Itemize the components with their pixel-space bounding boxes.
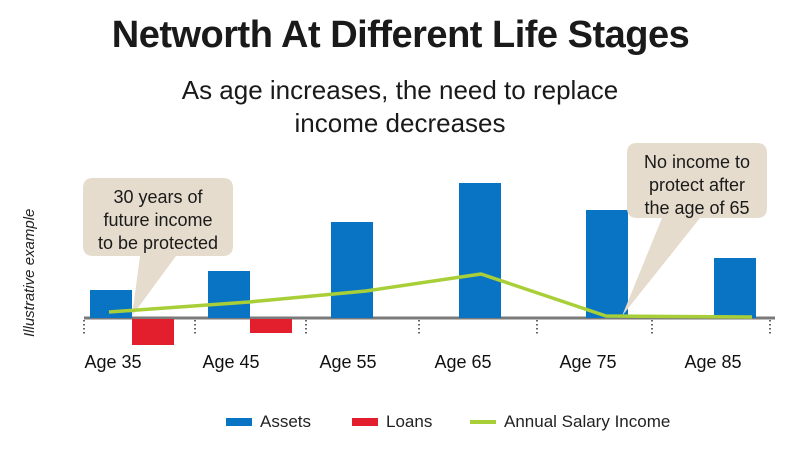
legend-item-loans: Loans: [352, 412, 432, 432]
legend-label-salary: Annual Salary Income: [504, 412, 671, 431]
callout-0-line-1: future income: [103, 210, 212, 230]
callout-bubble-0: [83, 178, 233, 316]
asset-bar-5: [714, 258, 756, 318]
legend-swatch-loans: [352, 418, 378, 426]
chart-title: Networth At Different Life Stages: [111, 14, 690, 56]
chart-subtitle: As age increases, the need to replace in…: [181, 75, 619, 138]
callout-0-line-0: 30 years of: [113, 187, 203, 207]
legend-item-salary: Annual Salary Income: [470, 412, 670, 432]
x-tick-label-0: Age 35: [84, 352, 141, 372]
asset-bar-0: [90, 290, 132, 318]
x-tick-label-3: Age 65: [434, 352, 491, 372]
asset-bar-4: [586, 210, 628, 318]
callout-1-line-2: the age of 65: [644, 198, 749, 218]
legend-swatch-assets: [226, 418, 252, 426]
callout-1-line-0: No income to: [644, 152, 750, 172]
asset-bar-2: [331, 222, 373, 318]
x-tick-label-1: Age 45: [202, 352, 259, 372]
x-tick-label-4: Age 75: [559, 352, 616, 372]
loan-bar-1: [250, 319, 292, 333]
loan-bar-0: [132, 319, 174, 345]
asset-bar-3: [459, 183, 501, 318]
asset-bar-1: [208, 271, 250, 318]
callout-0-line-2: to be protected: [98, 233, 218, 253]
x-tick-label-5: Age 85: [684, 352, 741, 372]
legend: Assets Loans Annual Salary Income: [0, 412, 801, 436]
salary-line: [108, 272, 753, 319]
x-tick-label-2: Age 55: [319, 352, 376, 372]
legend-label-assets: Assets: [260, 412, 312, 431]
legend-swatch-salary: [470, 420, 496, 424]
legend-label-loans: Loans: [386, 412, 433, 431]
callout-1-line-1: protect after: [649, 175, 745, 195]
legend-item-assets: Assets: [226, 412, 311, 432]
callout-bubble-1: [622, 143, 767, 316]
